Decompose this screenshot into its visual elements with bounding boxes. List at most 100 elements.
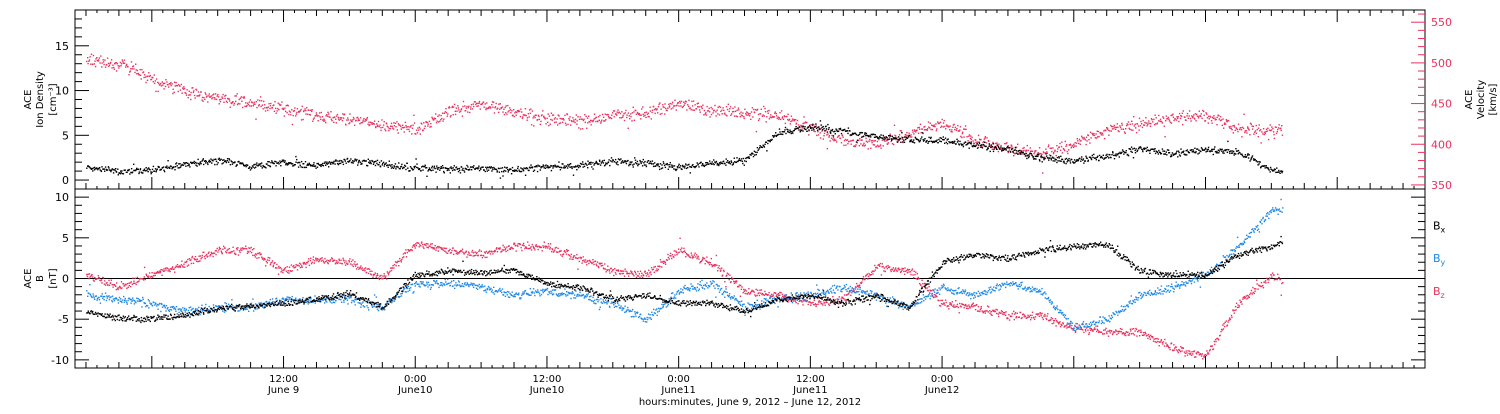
velocity-series-point bbox=[727, 109, 728, 110]
velocity-series-point bbox=[136, 69, 137, 70]
density-series-point bbox=[912, 142, 913, 143]
bz-series-point bbox=[733, 281, 734, 282]
density-series-point bbox=[547, 165, 548, 166]
velocity-series-point bbox=[717, 113, 718, 114]
density-series-point bbox=[166, 166, 167, 167]
density-series-point bbox=[823, 128, 824, 129]
velocity-series-point bbox=[1017, 144, 1018, 145]
velocity-series-point bbox=[1078, 143, 1079, 144]
density-series-point bbox=[463, 170, 464, 171]
density-series-point bbox=[1054, 160, 1055, 161]
bz-series-point bbox=[269, 257, 270, 258]
density-series-point bbox=[960, 143, 961, 144]
velocity-series-point bbox=[433, 119, 434, 120]
velocity-series-point bbox=[1025, 151, 1026, 152]
bz-series-point bbox=[444, 248, 445, 249]
density-series-point bbox=[849, 130, 850, 131]
density-series-point bbox=[540, 169, 541, 170]
bz-series-point bbox=[392, 267, 393, 268]
velocity-series-point bbox=[1136, 132, 1137, 133]
density-series-point bbox=[862, 132, 863, 133]
bz-series-point bbox=[595, 261, 596, 262]
bz-series-point bbox=[177, 264, 178, 265]
velocity-series-point bbox=[916, 130, 917, 131]
bz-series-point bbox=[600, 263, 601, 264]
bz-series-point bbox=[756, 295, 757, 296]
velocity-series-point bbox=[154, 74, 155, 75]
bz-series-point bbox=[908, 269, 909, 270]
density-series-point bbox=[584, 166, 585, 167]
density-series-point bbox=[1083, 162, 1084, 163]
velocity-series-point bbox=[639, 114, 640, 115]
bz-series-point bbox=[780, 292, 781, 293]
velocity-series-point bbox=[1197, 116, 1198, 117]
velocity-series-point bbox=[642, 106, 643, 107]
velocity-series-point bbox=[335, 119, 336, 120]
velocity-series-point bbox=[516, 112, 517, 113]
velocity-series-point bbox=[101, 62, 102, 63]
velocity-series-point bbox=[520, 116, 521, 117]
density-series-point bbox=[1085, 156, 1086, 157]
density-series-point bbox=[590, 164, 591, 165]
density-series-point bbox=[806, 131, 807, 132]
velocity-series-point bbox=[193, 92, 194, 93]
velocity-series-point bbox=[872, 140, 873, 141]
velocity-series-point bbox=[850, 140, 851, 141]
density-series-point bbox=[1096, 159, 1097, 160]
bz-series-point bbox=[528, 248, 529, 249]
velocity-series-point bbox=[418, 130, 419, 131]
density-series-point bbox=[108, 166, 109, 167]
density-series-point bbox=[744, 165, 745, 166]
bz-series-point bbox=[196, 261, 197, 262]
velocity-series-point bbox=[614, 116, 615, 117]
density-series-point bbox=[345, 160, 346, 161]
velocity-series-point bbox=[1208, 122, 1209, 123]
density-series-point bbox=[151, 172, 152, 173]
density-series-point bbox=[528, 170, 529, 171]
velocity-series-point bbox=[625, 110, 626, 111]
velocity-series-point bbox=[961, 137, 962, 138]
velocity-series-point bbox=[1229, 126, 1230, 127]
velocity-series-point bbox=[111, 67, 112, 68]
bz-series-point bbox=[647, 272, 648, 273]
density-series-point bbox=[189, 164, 190, 165]
y2-axis-label-line2: Velocity bbox=[1476, 80, 1487, 119]
density-series-point bbox=[110, 171, 111, 172]
density-series-point bbox=[812, 124, 813, 125]
velocity-series-point bbox=[1234, 125, 1235, 126]
velocity-series-point bbox=[430, 123, 431, 124]
density-series-point bbox=[427, 170, 428, 171]
density-series-point bbox=[1248, 157, 1249, 158]
bz-series-point bbox=[481, 255, 482, 256]
velocity-series-point bbox=[274, 101, 275, 102]
density-series-point bbox=[668, 169, 669, 170]
velocity-series-point bbox=[619, 117, 620, 118]
bz-series-point bbox=[892, 269, 893, 270]
velocity-series-point bbox=[1182, 124, 1183, 125]
velocity-series-point bbox=[955, 127, 956, 128]
bz-series-point bbox=[438, 250, 439, 251]
velocity-series-point bbox=[724, 113, 725, 114]
bz-series-point bbox=[397, 261, 398, 262]
bz-series-point bbox=[422, 244, 423, 245]
density-series-point bbox=[466, 169, 467, 170]
bz-series-point bbox=[556, 247, 557, 248]
velocity-series-point bbox=[941, 126, 942, 127]
velocity-series-point bbox=[349, 122, 350, 123]
bz-series-point bbox=[118, 287, 119, 288]
density-series-point bbox=[503, 171, 504, 172]
bz-series-point bbox=[615, 272, 616, 273]
velocity-series-point bbox=[175, 85, 176, 86]
velocity-series-point bbox=[512, 115, 513, 116]
y-axis-unit: [cm⁻³] bbox=[48, 83, 59, 115]
bz-series-point bbox=[314, 260, 315, 261]
density-series-point bbox=[731, 162, 732, 163]
velocity-series-point bbox=[1137, 123, 1138, 124]
density-series-point bbox=[832, 129, 833, 130]
velocity-series-point bbox=[493, 102, 494, 103]
density-series-point bbox=[300, 165, 301, 166]
velocity-series-point bbox=[398, 132, 399, 133]
density-series-point bbox=[1273, 170, 1274, 171]
density-series-point bbox=[782, 131, 783, 132]
bz-series-point bbox=[585, 259, 586, 260]
